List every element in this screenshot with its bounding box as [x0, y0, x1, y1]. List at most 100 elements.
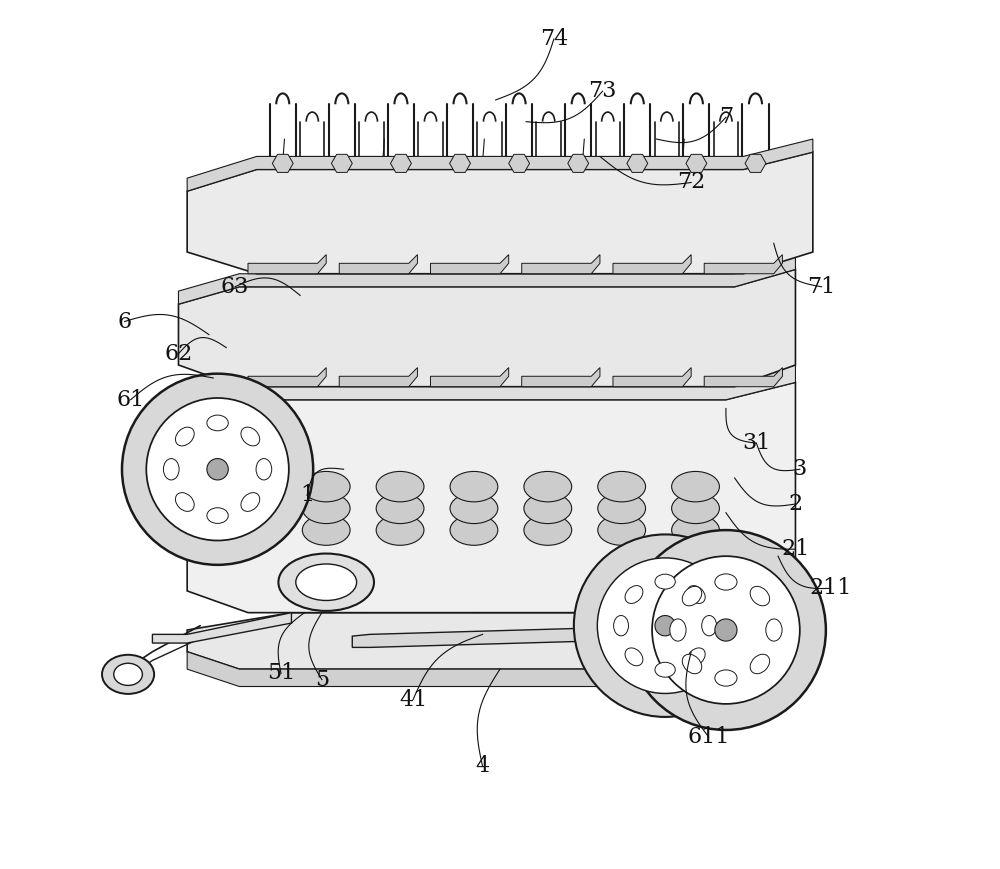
Text: 7: 7 — [719, 106, 733, 129]
Polygon shape — [331, 155, 352, 172]
Polygon shape — [187, 613, 795, 669]
Ellipse shape — [163, 459, 179, 480]
Polygon shape — [352, 615, 691, 647]
Ellipse shape — [175, 428, 194, 446]
Text: 51: 51 — [267, 662, 295, 685]
Text: 41: 41 — [399, 688, 427, 711]
Ellipse shape — [672, 514, 719, 546]
Ellipse shape — [750, 587, 770, 606]
Ellipse shape — [296, 564, 357, 600]
Ellipse shape — [598, 472, 646, 502]
Ellipse shape — [682, 654, 702, 673]
Ellipse shape — [625, 586, 643, 603]
Ellipse shape — [450, 494, 498, 523]
Polygon shape — [686, 155, 707, 172]
Polygon shape — [178, 269, 795, 387]
Ellipse shape — [524, 514, 572, 546]
Ellipse shape — [655, 574, 675, 589]
Text: 5: 5 — [315, 668, 329, 691]
Ellipse shape — [598, 494, 646, 523]
Circle shape — [655, 615, 675, 636]
Polygon shape — [509, 155, 530, 172]
Polygon shape — [522, 255, 600, 274]
Polygon shape — [187, 652, 795, 687]
Polygon shape — [339, 255, 417, 274]
Circle shape — [715, 619, 737, 641]
Text: 73: 73 — [588, 80, 617, 103]
Ellipse shape — [598, 514, 646, 546]
Text: 63: 63 — [221, 275, 249, 298]
Polygon shape — [248, 255, 326, 274]
Text: 31: 31 — [742, 432, 771, 454]
Polygon shape — [248, 368, 326, 387]
Ellipse shape — [256, 459, 272, 480]
Ellipse shape — [715, 574, 737, 590]
Text: 62: 62 — [164, 342, 193, 365]
Ellipse shape — [766, 619, 782, 641]
Ellipse shape — [524, 472, 572, 502]
Ellipse shape — [687, 586, 705, 603]
Ellipse shape — [241, 428, 260, 446]
Polygon shape — [430, 368, 509, 387]
Circle shape — [122, 374, 313, 565]
Polygon shape — [187, 365, 795, 417]
Text: 74: 74 — [540, 28, 568, 50]
Ellipse shape — [670, 619, 686, 641]
Ellipse shape — [302, 472, 350, 502]
Polygon shape — [187, 152, 813, 274]
Polygon shape — [568, 155, 589, 172]
Polygon shape — [613, 255, 691, 274]
Text: 61: 61 — [117, 388, 145, 411]
Text: 1: 1 — [300, 484, 314, 507]
Polygon shape — [391, 155, 411, 172]
Ellipse shape — [302, 494, 350, 523]
Ellipse shape — [682, 587, 702, 606]
Text: 71: 71 — [807, 275, 836, 298]
Ellipse shape — [750, 654, 770, 673]
Ellipse shape — [114, 663, 142, 686]
Ellipse shape — [175, 493, 194, 511]
Polygon shape — [152, 613, 291, 643]
Text: 611: 611 — [687, 726, 730, 748]
Ellipse shape — [376, 494, 424, 523]
Ellipse shape — [102, 655, 154, 693]
Text: 72: 72 — [677, 171, 705, 194]
Ellipse shape — [702, 615, 717, 636]
Circle shape — [652, 556, 800, 704]
Ellipse shape — [672, 472, 719, 502]
Circle shape — [597, 558, 733, 693]
Ellipse shape — [687, 648, 705, 666]
Polygon shape — [187, 139, 813, 191]
Text: 2: 2 — [788, 493, 803, 515]
Polygon shape — [522, 368, 600, 387]
Ellipse shape — [302, 514, 350, 546]
Circle shape — [146, 398, 289, 541]
Ellipse shape — [241, 493, 260, 511]
Text: 211: 211 — [809, 577, 851, 600]
Ellipse shape — [207, 415, 228, 431]
Text: 3: 3 — [793, 458, 807, 481]
Ellipse shape — [207, 507, 228, 523]
Polygon shape — [450, 155, 470, 172]
Polygon shape — [339, 368, 417, 387]
Ellipse shape — [450, 472, 498, 502]
Polygon shape — [704, 255, 782, 274]
Polygon shape — [430, 255, 509, 274]
Polygon shape — [178, 256, 795, 304]
Polygon shape — [627, 155, 648, 172]
Ellipse shape — [278, 554, 374, 611]
Ellipse shape — [672, 494, 719, 523]
Ellipse shape — [450, 514, 498, 546]
Polygon shape — [704, 368, 782, 387]
Polygon shape — [745, 155, 766, 172]
Ellipse shape — [376, 514, 424, 546]
Text: 4: 4 — [476, 755, 490, 778]
Ellipse shape — [376, 472, 424, 502]
Ellipse shape — [625, 648, 643, 666]
Ellipse shape — [524, 494, 572, 523]
Ellipse shape — [614, 615, 629, 636]
Circle shape — [574, 534, 756, 717]
Ellipse shape — [715, 670, 737, 687]
Ellipse shape — [655, 662, 675, 677]
Circle shape — [626, 530, 826, 730]
